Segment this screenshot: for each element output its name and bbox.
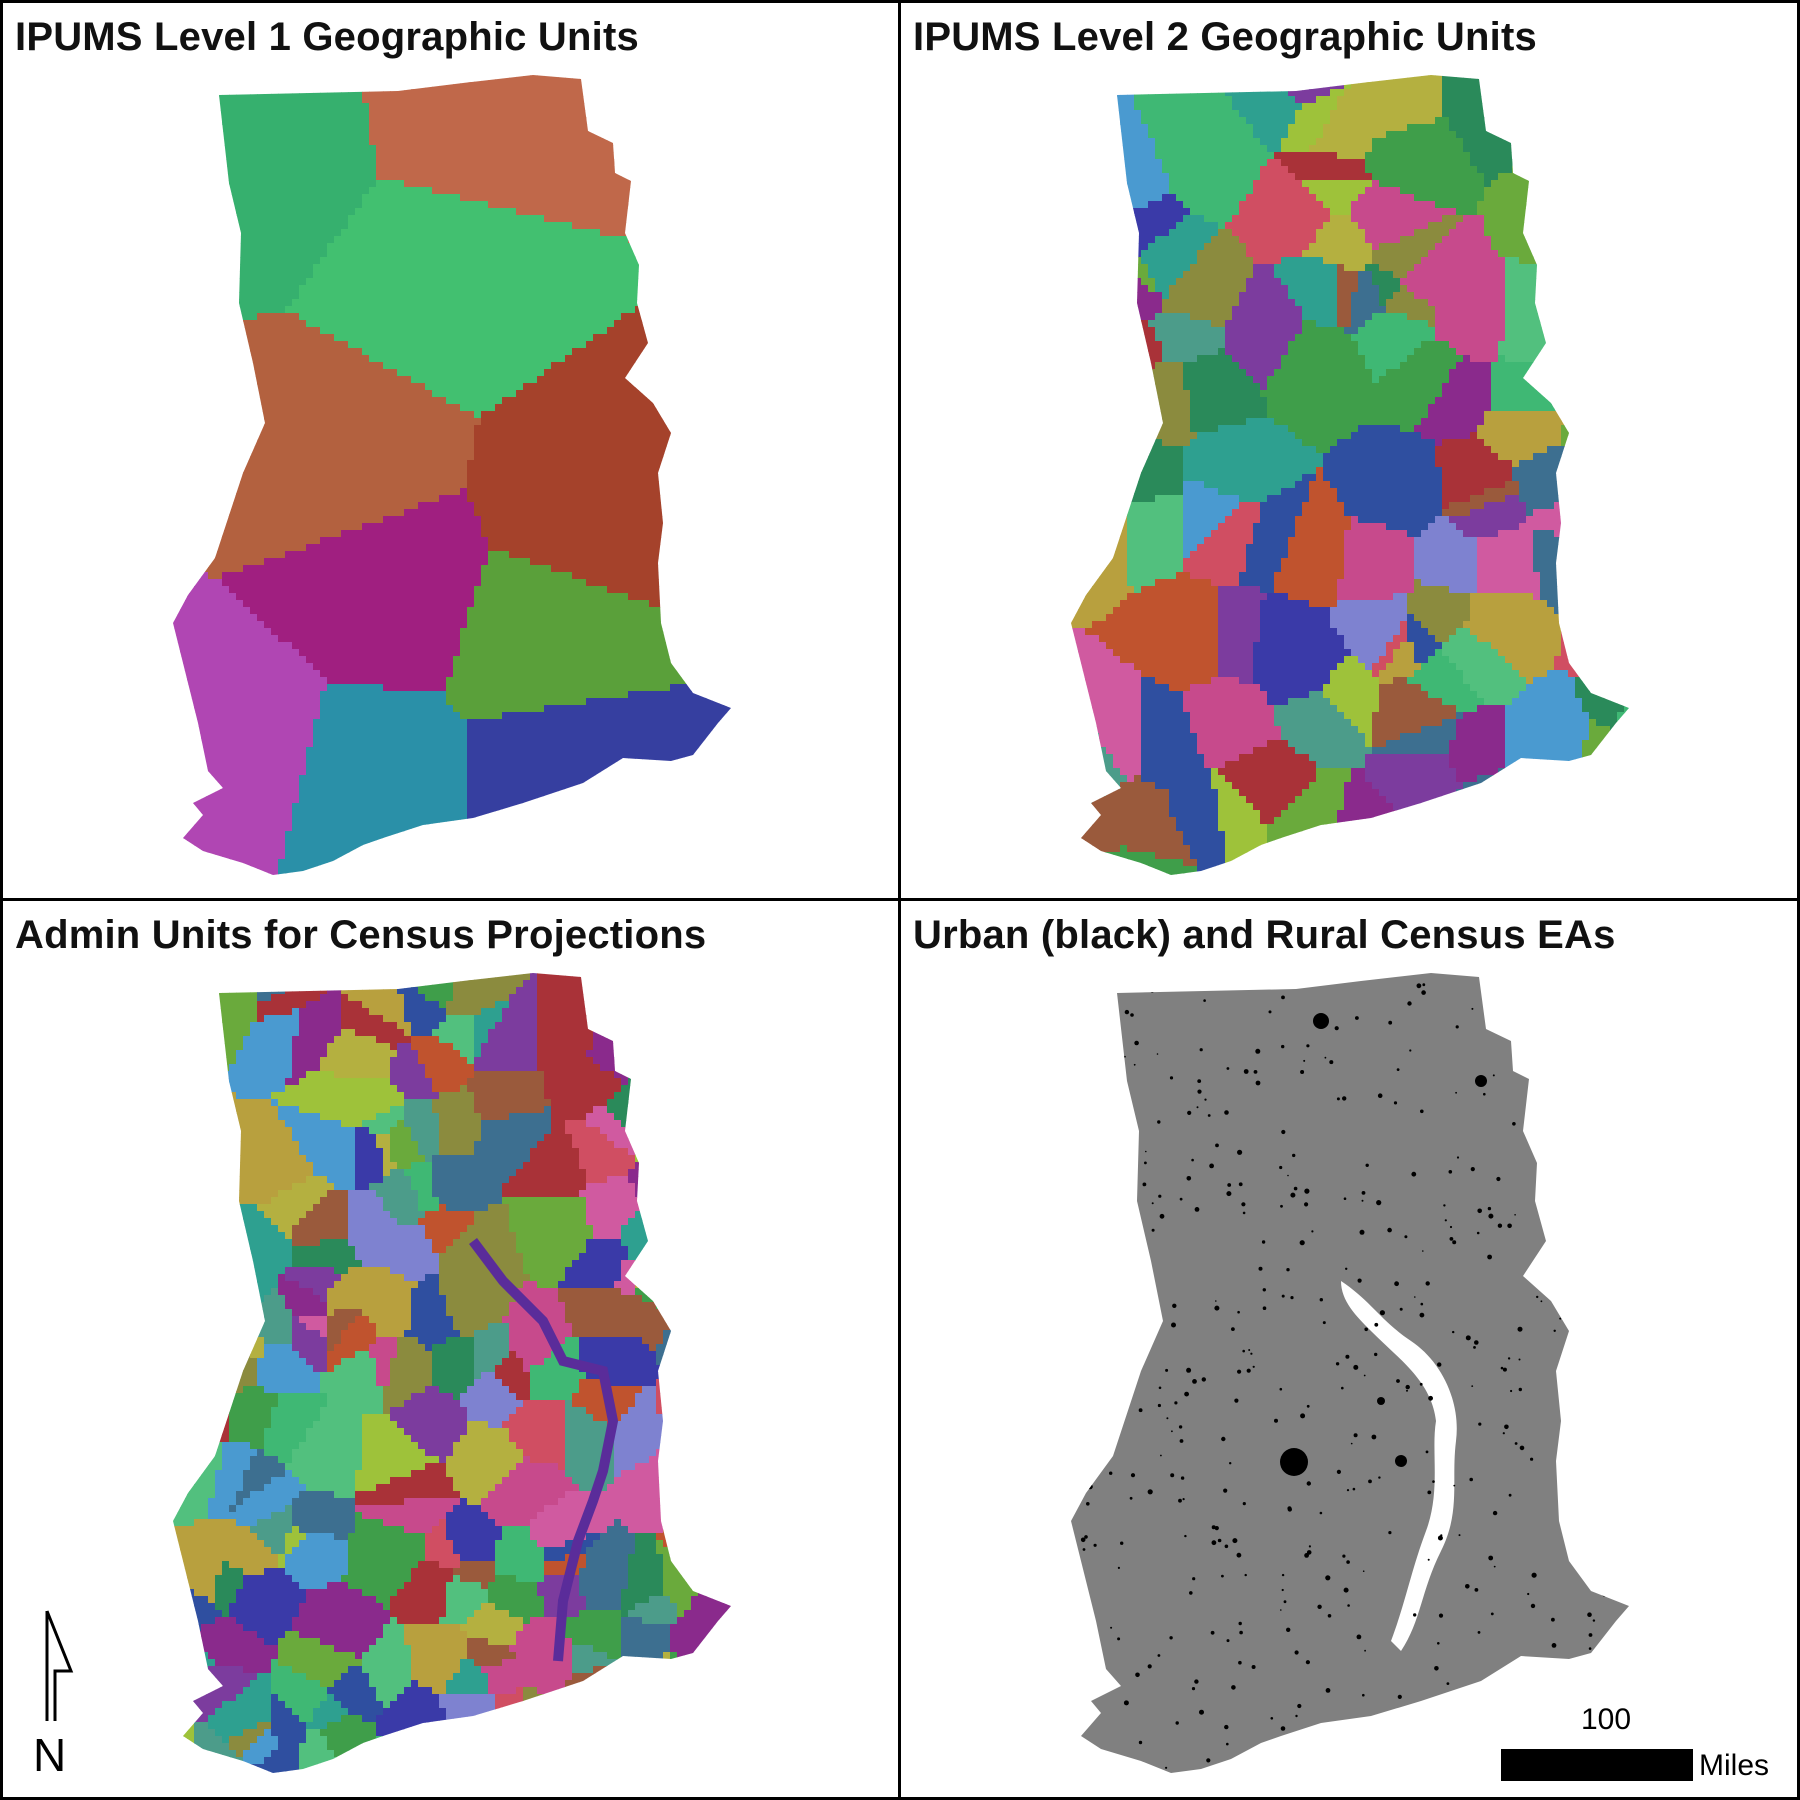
panel-level-2-units: IPUMS Level 2 Geographic Units bbox=[898, 0, 1800, 901]
panel-admin-units: Admin Units for Census Projections N bbox=[0, 898, 901, 1800]
scale-bar-value: 100 bbox=[1581, 1703, 1631, 1737]
level-1-regions bbox=[173, 75, 731, 875]
panel-title: IPUMS Level 1 Geographic Units bbox=[15, 15, 639, 60]
north-arrow-icon: N bbox=[33, 1610, 74, 1781]
level-2-regions bbox=[1071, 75, 1629, 875]
panel-urban-rural-eas: Urban (black) and Rural Census EAs 100 M… bbox=[898, 898, 1800, 1800]
map-level-2-units bbox=[1071, 75, 1629, 875]
panel-title: Admin Units for Census Projections bbox=[15, 913, 706, 958]
panel-level-1-units: IPUMS Level 1 Geographic Units bbox=[0, 0, 901, 901]
map-urban-rural-eas bbox=[1071, 973, 1629, 1773]
scale-bar: 100 Miles bbox=[1501, 1703, 1769, 1793]
rural-eas bbox=[1071, 973, 1629, 1773]
lake-volta bbox=[1341, 1281, 1457, 1651]
scale-bar-unit: Miles bbox=[1699, 1749, 1769, 1783]
scale-bar-rect bbox=[1501, 1749, 1693, 1781]
map-level-1-units bbox=[173, 75, 731, 875]
map-admin-units bbox=[173, 973, 731, 1773]
panel-title: IPUMS Level 2 Geographic Units bbox=[913, 15, 1537, 60]
north-label: N bbox=[33, 1729, 66, 1781]
lake-volta bbox=[469, 1238, 619, 1662]
panel-title: Urban (black) and Rural Census EAs bbox=[913, 913, 1616, 958]
admin-regions bbox=[173, 973, 731, 1773]
